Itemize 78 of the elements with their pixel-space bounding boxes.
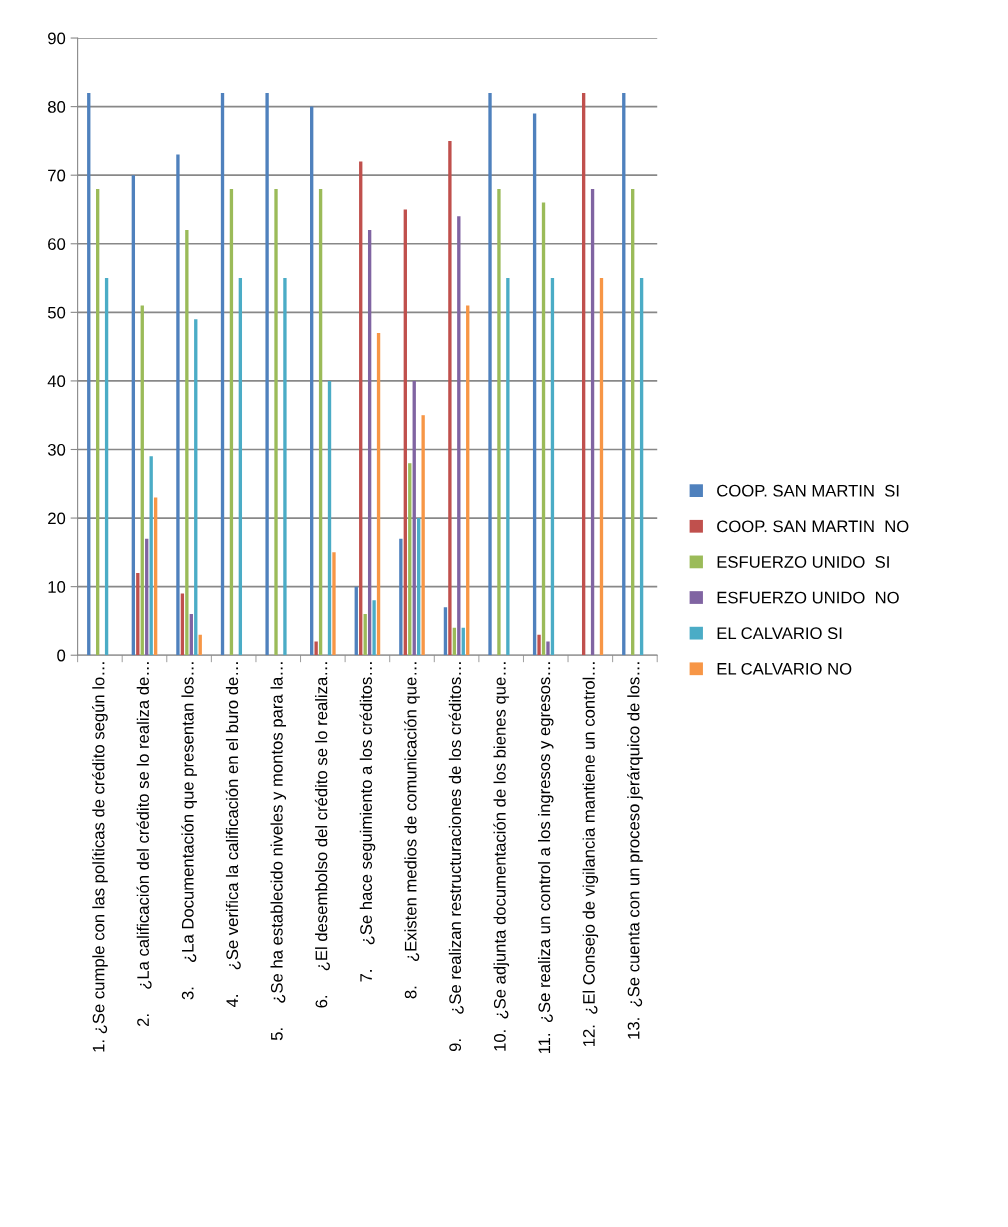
legend-label: COOP. SAN MARTIN NO <box>717 520 909 533</box>
bar <box>332 552 336 656</box>
x-tick-label: 6. ¿El desembolso del crédito se lo realiza… <box>314 662 330 1008</box>
y-tick-label: 60 <box>48 238 66 250</box>
bar <box>403 209 407 656</box>
y-tick-label: 30 <box>47 443 66 456</box>
x-tick-label: 11. ¿Se realiza un control a los ingresos y egresos… <box>537 662 554 1054</box>
x-tick-label: 2. ¿La calificación del crédito se lo realiza de… <box>136 662 152 1027</box>
y-tick-label: 80 <box>48 101 66 113</box>
bar <box>359 161 363 656</box>
bar <box>412 380 416 656</box>
y-tick-label: 90 <box>48 32 66 45</box>
bar <box>283 278 287 656</box>
bar <box>408 463 412 656</box>
bar <box>488 92 492 656</box>
bar <box>220 92 225 656</box>
legend-label: ESFUERZO UNIDO SI <box>717 556 889 568</box>
bar <box>185 230 189 656</box>
legend-label: EL CALVARIO NO <box>717 662 852 675</box>
legend-label: COOP. SAN MARTIN SI <box>717 484 899 497</box>
bar <box>448 140 452 656</box>
bar <box>310 106 314 656</box>
bar <box>421 415 425 656</box>
x-tick-label: 5. ¿Se ha establecido niveles y montos para la… <box>270 662 287 1041</box>
y-tick-label: 50 <box>47 306 66 319</box>
bar <box>537 634 541 656</box>
bar <box>457 216 461 656</box>
bar <box>622 92 626 656</box>
x-tick-label: 1. ¿Se cumple con las políticas de crédito según lo… <box>92 662 108 1052</box>
bar <box>194 319 198 656</box>
bar <box>265 92 269 656</box>
bar <box>176 154 180 656</box>
y-tick-label: 40 <box>47 375 66 388</box>
x-tick-label: 12. ¿El Consejo de vigilancia mantiene un control… <box>582 662 599 1047</box>
y-tick-label: 0 <box>57 649 66 662</box>
bar <box>506 278 510 656</box>
legend-label: EL CALVARIO SI <box>717 627 842 640</box>
bar <box>550 278 555 656</box>
bar <box>327 380 332 656</box>
x-tick-label: 8. ¿Existen medios de comunicación que… <box>404 662 420 999</box>
bar <box>541 202 546 656</box>
bar <box>599 278 604 656</box>
bar <box>104 278 109 656</box>
y-tick-label: 20 <box>48 512 66 525</box>
bar <box>274 188 278 656</box>
bar <box>417 518 421 656</box>
bar <box>532 113 537 656</box>
bar <box>238 278 243 656</box>
bar <box>131 175 136 656</box>
bar <box>367 230 372 656</box>
legend-label: ESFUERZO UNIDO NO <box>717 591 899 604</box>
bar <box>96 188 100 656</box>
bar <box>639 278 644 656</box>
bar <box>180 593 185 656</box>
x-tick-label: 13. ¿Se cuenta con un proceso jerárquico de los… <box>627 662 643 1039</box>
y-tick-label: 10 <box>48 581 66 593</box>
x-tick-label: 7. ¿Se hace seguimiento a los créditos… <box>359 662 376 982</box>
x-tick-label: 9. ¿Se realizan restructuraciones de los créditos… <box>448 662 464 1052</box>
bar <box>399 538 403 656</box>
bar <box>466 305 470 656</box>
bar <box>87 92 91 656</box>
bar <box>372 600 376 656</box>
bar <box>140 305 144 656</box>
bar <box>149 456 153 656</box>
bar <box>314 641 318 656</box>
x-tick-label: 10. ¿Se adjunta documentación de los bienes que… <box>493 662 510 1051</box>
bar <box>153 497 158 656</box>
bar <box>631 188 635 656</box>
bar <box>318 188 323 656</box>
bar <box>546 641 550 656</box>
y-tick-label: 70 <box>48 169 66 182</box>
bar <box>229 188 234 656</box>
bar <box>581 92 586 656</box>
x-tick-label: 4. ¿Se verifica la calificación en el buro de… <box>225 662 241 1008</box>
x-tick-label: 3. ¿La Documentación que presentan los… <box>181 662 197 1000</box>
bar <box>497 188 501 656</box>
bar <box>376 332 381 656</box>
bar <box>590 188 595 656</box>
